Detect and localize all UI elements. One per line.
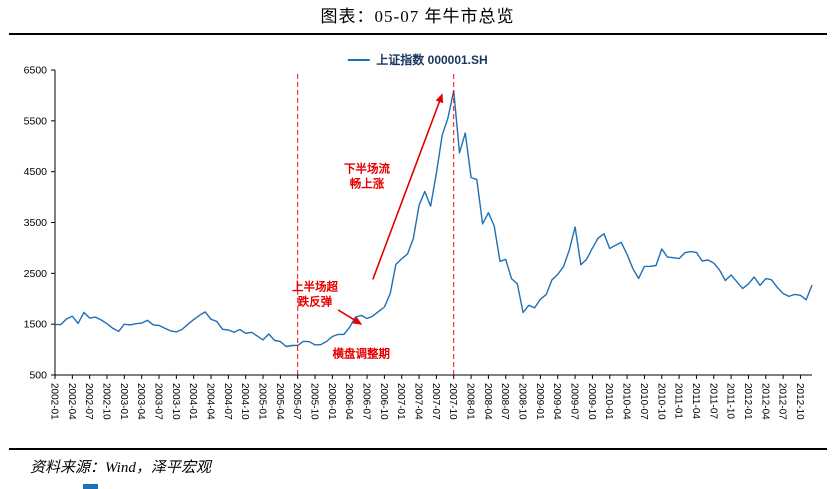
x-axis-label: 2008-04 — [482, 383, 493, 420]
x-axis-label: 2011-01 — [673, 383, 684, 419]
x-axis-label: 2002-04 — [66, 383, 77, 420]
x-axis-label: 2003-01 — [118, 383, 129, 420]
x-axis-label: 2012-04 — [759, 383, 770, 420]
x-axis-label: 2003-04 — [135, 383, 146, 420]
x-axis-label: 2005-07 — [291, 383, 302, 420]
chart-title: 图表：05-07 年牛市总览 — [320, 7, 515, 26]
chart-area: 上证指数 000001.SH 500 1500 2500 3500 4500 5500 65… — [0, 40, 835, 445]
annotation-text: 下半场流 — [344, 162, 390, 176]
x-axis-label: 2005-04 — [274, 383, 285, 420]
x-axis-label: 2007-07 — [430, 383, 441, 420]
series-line — [55, 90, 813, 348]
x-axis-label: 2010-01 — [603, 383, 614, 420]
y-axis-label: 2500 — [24, 268, 48, 280]
x-axis-label: 2011-07 — [707, 383, 718, 419]
x-axis-label: 2010-10 — [655, 383, 666, 420]
y-axis-label: 1500 — [24, 319, 48, 331]
y-axis-label: 6500 — [24, 65, 48, 77]
x-axis-label: 2009-10 — [586, 383, 597, 420]
line-chart: 500 1500 2500 3500 4500 5500 6500 2002-01 2002-0… — [24, 65, 813, 420]
y-axis-label: 5500 — [24, 115, 48, 127]
x-axis-label: 2008-10 — [517, 383, 528, 420]
x-axis-label: 2012-01 — [742, 383, 753, 420]
x-axis-label: 2002-01 — [49, 383, 60, 420]
annotation-text: 畅上涨 — [350, 177, 385, 191]
annotation-arrow — [337, 309, 363, 325]
y-axis-label: 3500 — [24, 217, 48, 229]
x-axis-label: 2011-04 — [690, 383, 701, 419]
annotation-text: 跌反弹 — [298, 295, 333, 309]
x-axis-label: 2003-07 — [153, 383, 164, 420]
source-note: 资料来源：Wind，泽平宏观 — [30, 460, 211, 476]
x-axis-label: 2003-10 — [170, 383, 181, 420]
annotation-arrow — [372, 93, 444, 280]
legend-label: 上证指数 000001.SH — [376, 53, 488, 67]
x-axis-label: 2011-10 — [725, 383, 736, 419]
x-axis-label: 2009-04 — [551, 383, 562, 420]
x-axis-label: 2007-10 — [447, 383, 458, 420]
legend-line-swatch — [347, 58, 370, 61]
y-axis-label: 500 — [29, 370, 47, 382]
x-axis-label: 2009-07 — [569, 383, 580, 420]
x-axis-label: 2008-07 — [499, 383, 510, 420]
x-axis-label: 2012-07 — [777, 383, 788, 420]
annotation-text: 上半场超 — [292, 280, 338, 294]
x-axis-label: 2004-01 — [187, 383, 198, 420]
x-axis-label: 2006-04 — [343, 383, 354, 420]
x-axis-label: 2010-07 — [638, 383, 649, 420]
x-axis-label: 2006-10 — [378, 383, 389, 420]
x-axis-label: 2007-01 — [395, 383, 406, 420]
x-axis-label: 2006-01 — [326, 383, 337, 420]
x-axis-label: 2004-10 — [239, 383, 250, 420]
annotation-text: 横盘调整期 — [333, 347, 391, 361]
footer-divider — [9, 448, 827, 450]
title-divider — [9, 33, 827, 35]
x-axis-label: 2007-04 — [413, 383, 424, 420]
x-axis-label: 2004-07 — [222, 383, 233, 420]
x-axis-label: 2010-04 — [621, 383, 632, 420]
x-axis-label: 2002-10 — [101, 383, 112, 420]
chart-legend: 上证指数 000001.SH — [347, 51, 488, 68]
x-axis-label: 2006-07 — [361, 383, 372, 420]
y-axis-label: 4500 — [24, 166, 48, 178]
x-axis-label: 2002-07 — [83, 383, 94, 420]
x-axis-label: 2008-01 — [465, 383, 476, 420]
x-axis-label: 2004-04 — [205, 383, 216, 420]
footer-logo-fragment — [83, 484, 98, 489]
x-axis-label: 2005-01 — [257, 383, 268, 420]
x-axis-label: 2012-10 — [794, 383, 805, 420]
x-axis-label: 2005-10 — [309, 383, 320, 420]
x-axis-label: 2009-01 — [534, 383, 545, 420]
